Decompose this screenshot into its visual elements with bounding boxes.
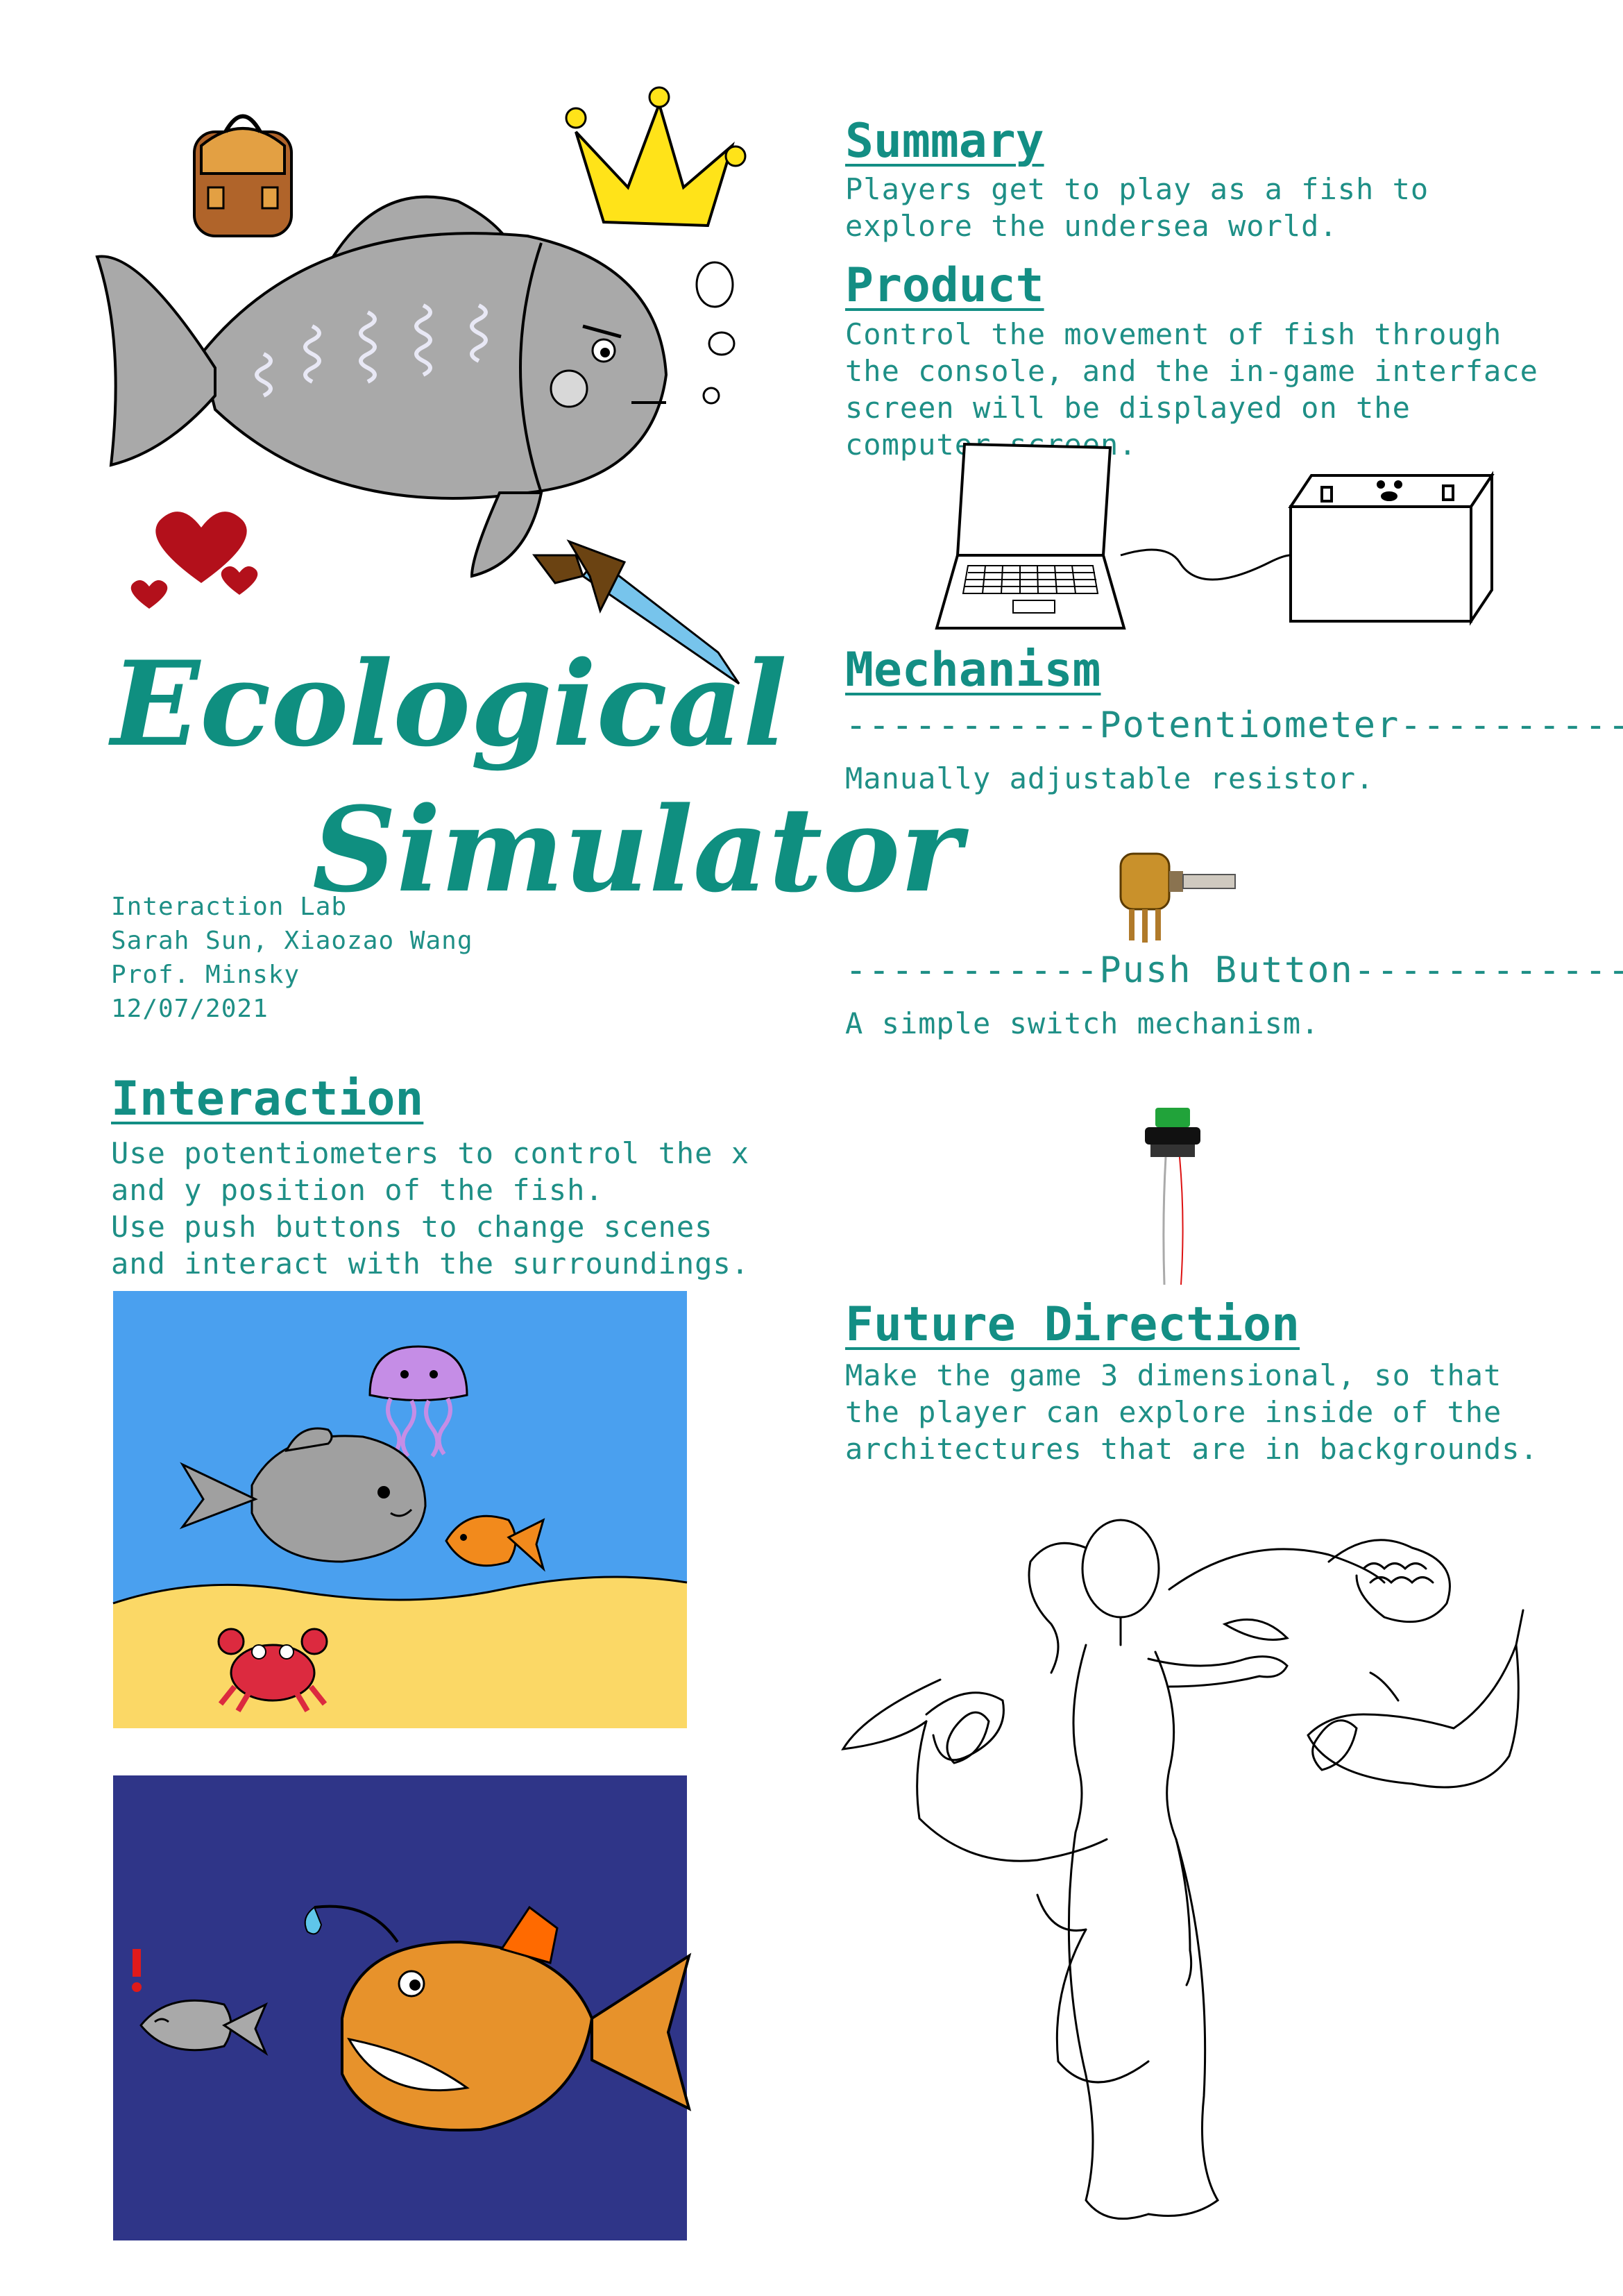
potentiometer-heading: -----------Potentiometer---------- <box>845 704 1623 746</box>
crab-icon <box>217 1628 328 1713</box>
laptop-icon <box>935 442 1126 630</box>
summary-heading: Summary <box>845 114 1044 169</box>
girl-with-fish-sketch <box>841 1519 1524 2220</box>
credit-date: 12/07/2021 <box>111 995 269 1023</box>
credit-professor: Prof. Minsky <box>111 961 300 989</box>
credits-block: Interaction Lab Sarah Sun, Xiaozao Wang … <box>111 890 473 1026</box>
scene-shallow-sea <box>112 1291 688 1728</box>
interaction-line-1: Use potentiometers to control the x and … <box>111 1136 750 1207</box>
potentiometer-text: Manually adjustable resistor. <box>845 761 1375 795</box>
exclamation-icon <box>132 1949 142 1992</box>
girl-head <box>1081 1519 1160 1619</box>
interaction-text: Use potentiometers to control the x and … <box>111 1135 770 1282</box>
interaction-heading: Interaction <box>111 1072 424 1126</box>
potentiometer-icon <box>1119 852 1236 943</box>
anglerfish-icon <box>304 1905 692 2132</box>
credit-course: Interaction Lab <box>111 893 348 921</box>
cable-line <box>1120 548 1291 581</box>
credit-authors: Sarah Sun, Xiaozao Wang <box>111 927 473 955</box>
backpack-icon <box>193 114 293 237</box>
goldfish-icon <box>445 1514 545 1572</box>
big-fish-icon <box>95 195 668 578</box>
console-icon <box>1288 471 1495 626</box>
heart-icon <box>130 512 258 609</box>
jellyfish-icon <box>368 1345 468 1458</box>
product-heading: Product <box>845 258 1044 313</box>
bubbles-icon <box>695 261 736 405</box>
push-button-heading: -----------Push Button------------ <box>845 949 1623 991</box>
scene-deep-sea <box>113 1775 692 2240</box>
title-line-2: Simulator <box>312 781 962 918</box>
crown-icon <box>565 86 747 228</box>
small-gray-fish-icon <box>139 1999 269 2057</box>
push-button-text: A simple switch mechanism. <box>845 1006 1320 1040</box>
summary-text: Players get to play as a fish to explore… <box>845 172 1429 243</box>
interaction-line-2: Use push buttons to change scenes and in… <box>111 1210 750 1281</box>
gray-fish-icon <box>179 1427 427 1563</box>
sword-icon <box>532 539 740 685</box>
push-button-icon <box>1145 1108 1200 1285</box>
future-direction-heading: Future Direction <box>845 1297 1300 1352</box>
title-line-1: Ecological <box>111 635 788 773</box>
mechanism-heading: Mechanism <box>845 643 1101 698</box>
laptop-console-illustration <box>935 442 1495 630</box>
hero-fish-illustration <box>95 86 747 685</box>
future-direction-text: Make the game 3 dimensional, so that the… <box>845 1358 1538 1466</box>
product-text: Control the movement of fish through the… <box>845 317 1538 462</box>
